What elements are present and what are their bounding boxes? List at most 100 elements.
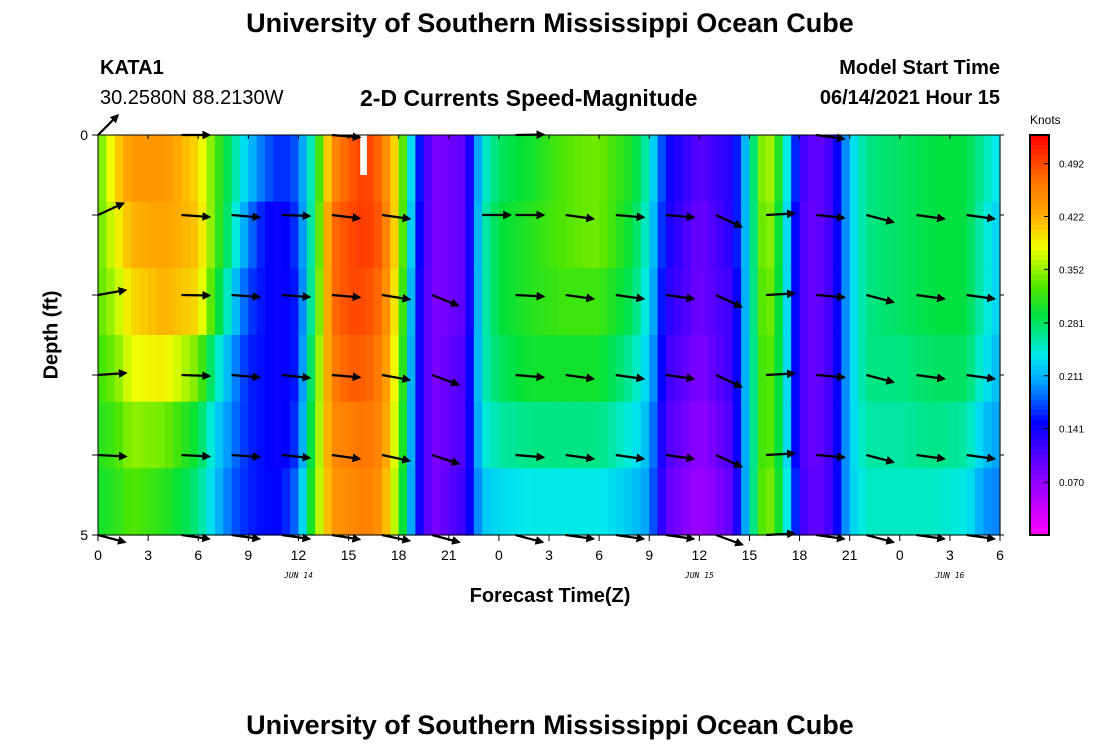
heatmap-cell: [607, 401, 617, 469]
heatmap-cell: [490, 201, 500, 269]
current-arrow: [565, 533, 596, 543]
heatmap-cell: [507, 268, 517, 336]
heatmap-cell: [523, 401, 533, 469]
heatmap-cell: [924, 135, 934, 203]
heatmap-cell: [198, 268, 208, 336]
heatmap-cell: [273, 401, 283, 469]
heatmap-cell: [273, 135, 283, 203]
heatmap-cell: [498, 468, 508, 536]
heatmap-cell: [640, 135, 650, 203]
heatmap-cell: [465, 468, 475, 536]
heatmap-cell: [682, 468, 692, 536]
heatmap-cell: [933, 468, 943, 536]
heatmap-cell: [148, 401, 158, 469]
heatmap-cell: [665, 468, 675, 536]
current-arrow: [916, 453, 946, 463]
heatmap-cell: [908, 268, 918, 336]
current-arrow: [181, 451, 212, 461]
heatmap-cell: [365, 468, 375, 536]
heatmap-cell: [732, 468, 742, 536]
colorbar-segment: [1030, 390, 1049, 396]
current-arrow: [431, 373, 461, 387]
heatmap-cell: [941, 135, 951, 203]
heatmap-cell: [707, 335, 717, 403]
heatmap-cell: [256, 268, 266, 336]
heatmap-cell: [515, 401, 525, 469]
heatmap-cell: [615, 401, 625, 469]
heatmap-cell: [407, 401, 416, 469]
heatmap-cell: [423, 401, 433, 469]
heatmap-cell: [290, 468, 300, 536]
colorbar-segment: [1030, 360, 1049, 366]
current-arrow: [766, 289, 796, 299]
colorbar-segment: [1030, 210, 1049, 216]
heatmap-cell: [331, 135, 341, 203]
current-arrow: [665, 533, 696, 543]
heatmap-cell: [365, 401, 375, 469]
current-arrow: [715, 374, 743, 388]
chart-title: 2-D Currents Speed-Magnitude: [360, 85, 698, 111]
heatmap-cell: [490, 335, 500, 403]
heatmap-cell: [916, 468, 926, 536]
colorbar-segment: [1030, 450, 1049, 456]
heatmap-cell: [515, 335, 525, 403]
current-arrow: [816, 292, 846, 302]
colorbar-segment: [1030, 330, 1049, 336]
colorbar-segment: [1030, 470, 1049, 476]
heatmap-cell: [206, 335, 216, 403]
heatmap-cell: [231, 201, 241, 269]
heatmap-cell: [381, 468, 391, 536]
heatmap-cell: [774, 201, 784, 269]
heatmap-cell: [674, 135, 684, 203]
heatmap-cell: [707, 268, 717, 336]
heatmap-cell: [707, 201, 717, 269]
heatmap-cell: [732, 401, 742, 469]
current-arrow: [281, 211, 312, 221]
heatmap-cell: [323, 201, 333, 269]
heatmap-cell: [306, 335, 316, 403]
heatmap-cell: [106, 401, 116, 469]
heatmap-cell: [891, 135, 901, 203]
x-tick-label: 21: [441, 547, 457, 563]
heatmap-cell: [665, 335, 675, 403]
heatmap-cell: [248, 401, 258, 469]
heatmap-cell: [749, 201, 759, 269]
heatmap-cell: [916, 401, 926, 469]
heatmap-cell: [690, 268, 700, 336]
heatmap-cell: [665, 268, 675, 336]
current-arrow: [565, 293, 596, 303]
colorbar-segment: [1030, 280, 1049, 286]
heatmap-cell: [532, 335, 542, 403]
colorbar-segment: [1030, 220, 1049, 226]
x-tick-label: 6: [194, 547, 202, 563]
heatmap-cell: [557, 201, 567, 269]
heatmap-cell: [306, 268, 316, 336]
heatmap-cell: [799, 135, 809, 203]
heatmap-cell: [373, 201, 383, 269]
current-arrow: [816, 372, 846, 382]
heatmap-cell: [549, 468, 558, 536]
heatmap-cell: [816, 135, 826, 203]
heatmap-cell: [716, 201, 725, 269]
heatmap-cell: [390, 401, 400, 469]
heatmap-cell: [356, 468, 366, 536]
heatmap-cell: [791, 335, 801, 403]
heatmap-cell: [958, 401, 968, 469]
heatmap-cell: [866, 468, 876, 536]
heatmap-cell: [557, 135, 567, 203]
heatmap-cell: [457, 268, 467, 336]
heatmap-cell: [265, 201, 274, 269]
heatmap-cell: [123, 201, 133, 269]
heatmap-cell: [231, 135, 241, 203]
heatmap-cell: [432, 401, 442, 469]
heatmap-cell: [799, 468, 809, 536]
heatmap-cell: [590, 135, 600, 203]
heatmap-cell: [707, 468, 717, 536]
heatmap-cell: [281, 135, 291, 203]
heatmap-cell: [757, 401, 767, 469]
colorbar-segment: [1030, 175, 1049, 181]
heatmap-cell: [682, 268, 692, 336]
heatmap-cell: [874, 468, 884, 536]
heatmap-cell: [281, 201, 291, 269]
heatmap-cell: [156, 335, 166, 403]
